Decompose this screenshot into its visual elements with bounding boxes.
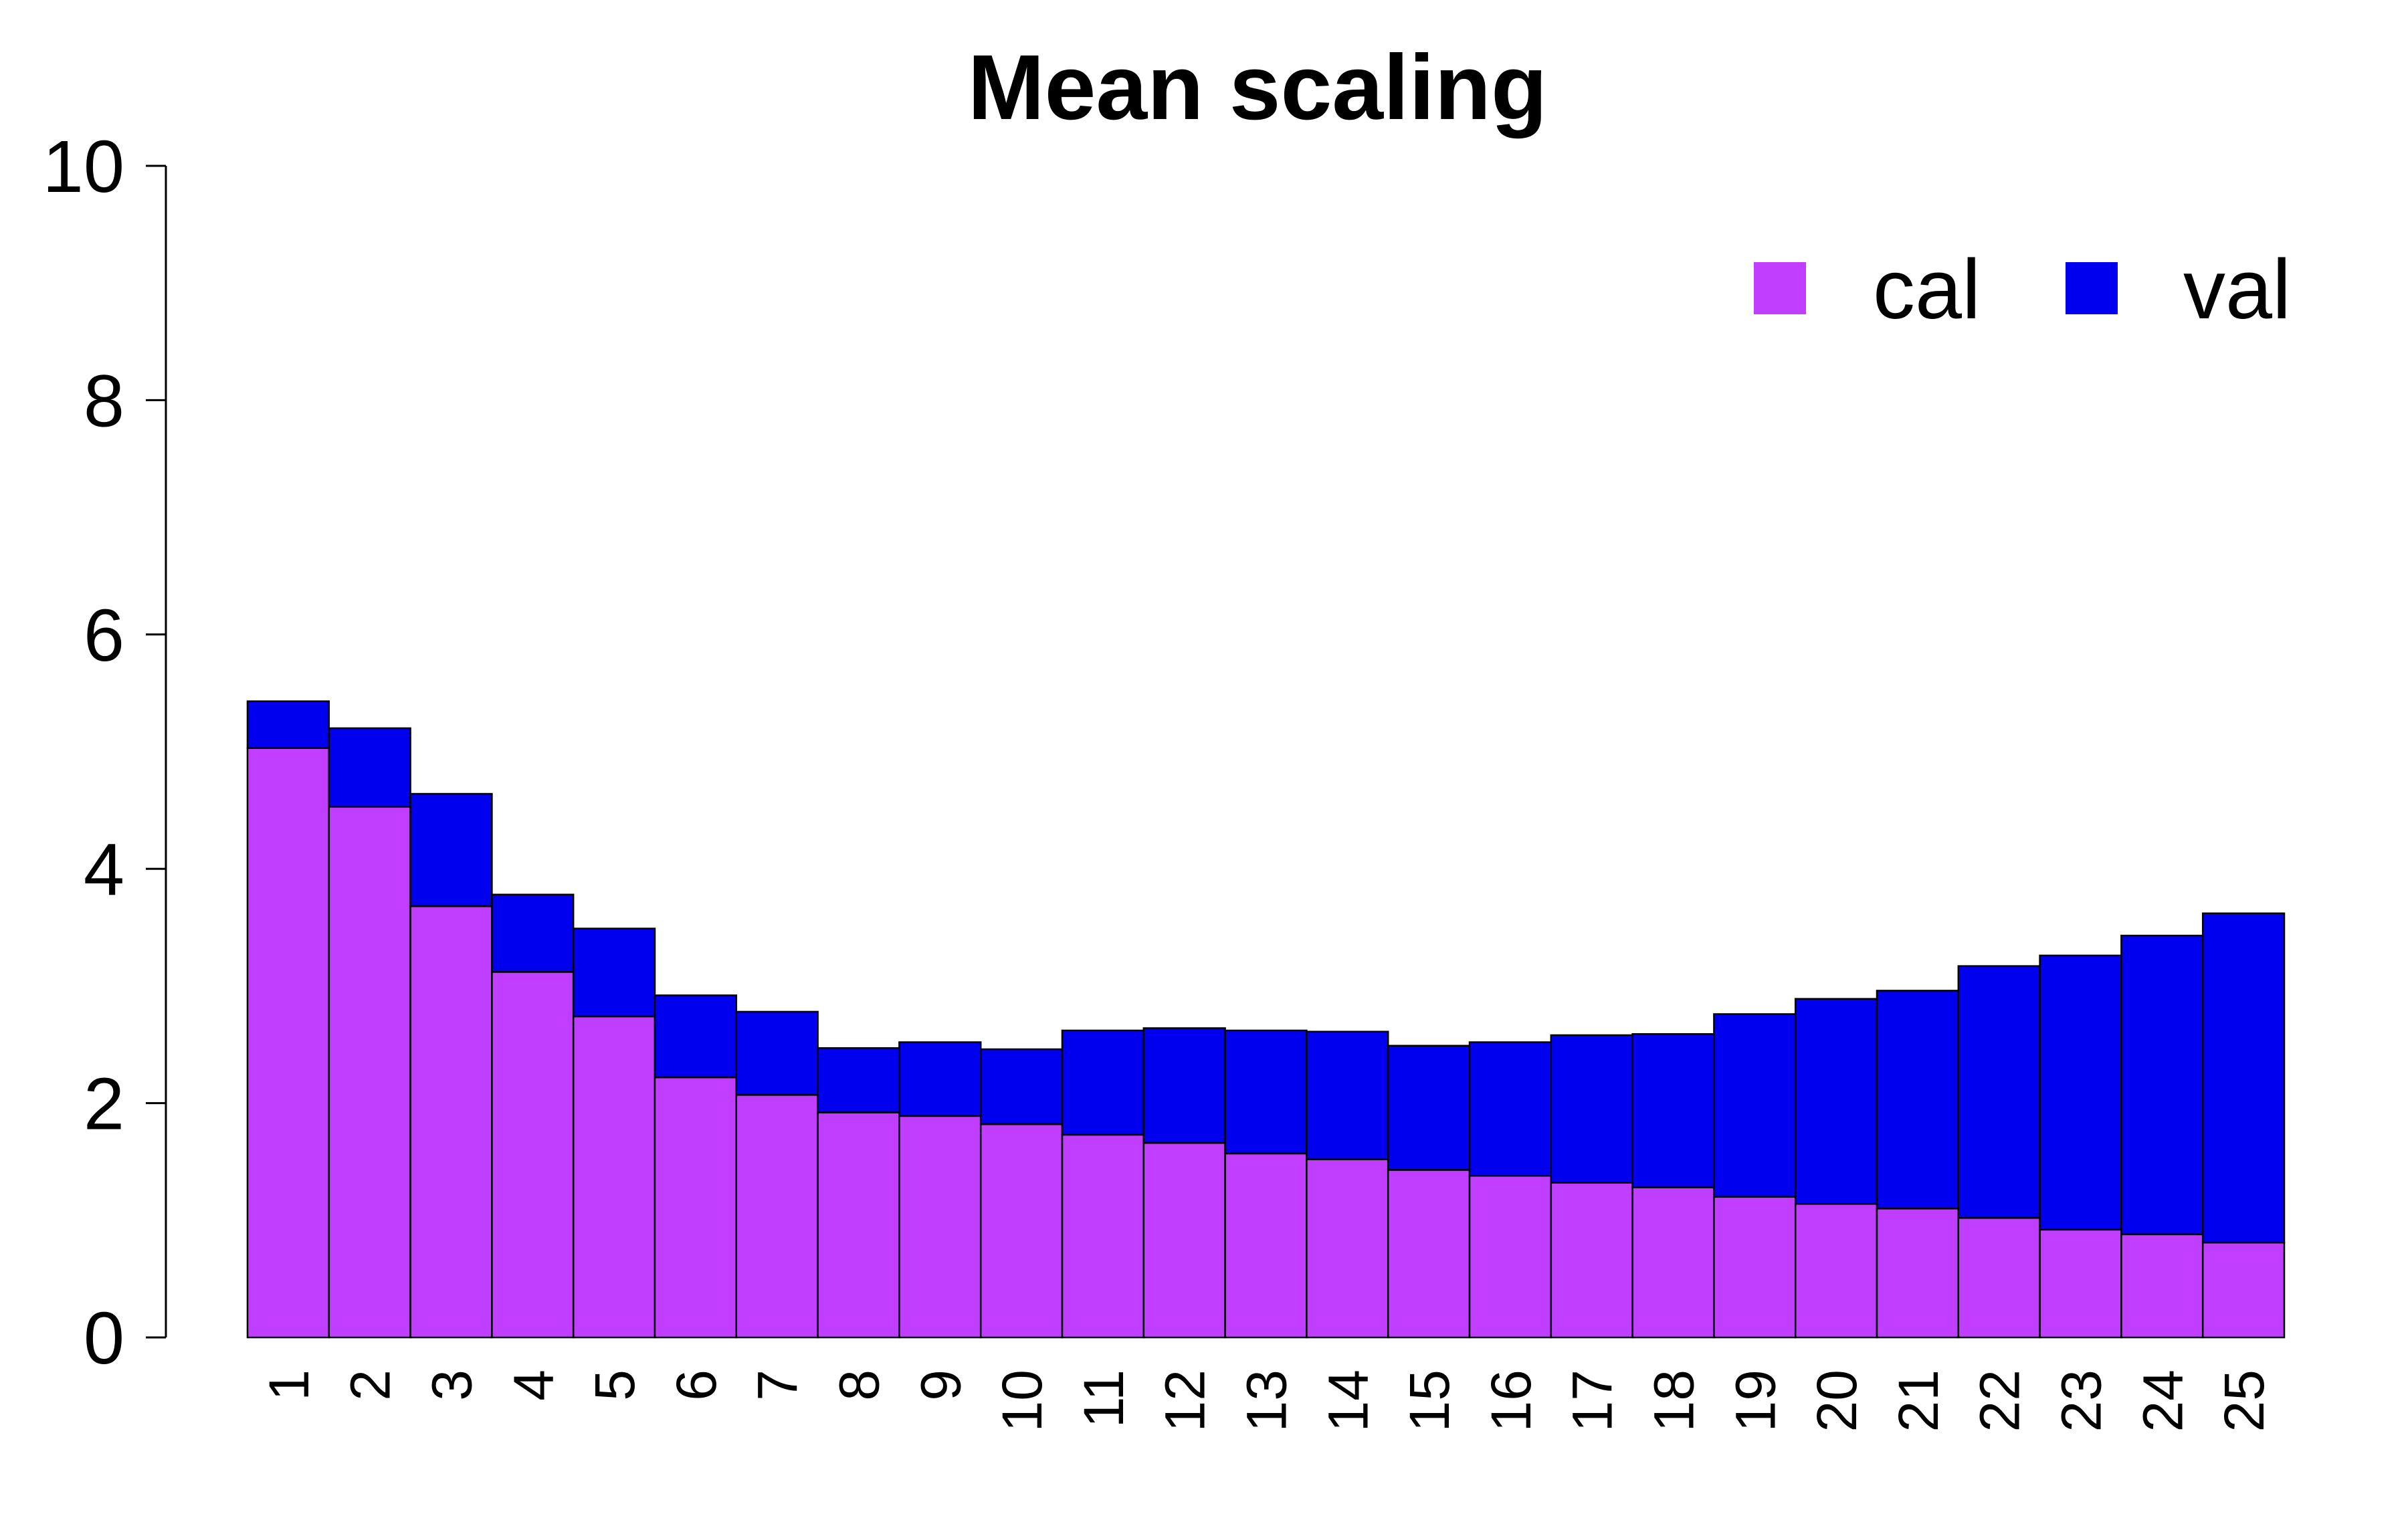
bar-cal-23 <box>2039 1228 2122 1339</box>
bar-cal-6 <box>654 1076 738 1339</box>
x-tick-label: 3 <box>421 1370 484 1401</box>
bar-cal-19 <box>1713 1196 1797 1339</box>
bar-cal-13 <box>1224 1152 1308 1339</box>
x-axis-labels: 1 2 3 4 5 6 7 8 9 10 11 12 13 14 15 16 17 18 19 20 21 22 23 24 2… <box>258 1370 2276 1432</box>
bars-group <box>246 700 2286 1339</box>
x-tick-label: 9 <box>909 1370 972 1401</box>
x-tick-label: 23 <box>2050 1370 2113 1432</box>
bar-val-25 <box>2201 912 2286 1244</box>
bar-val-6 <box>654 994 738 1079</box>
bar-val-20 <box>1794 998 1878 1205</box>
bar-cal-15 <box>1387 1169 1471 1339</box>
bar-cal-4 <box>491 971 575 1339</box>
bar-val-12 <box>1142 1027 1226 1144</box>
x-tick-label: 7 <box>746 1370 809 1401</box>
bar-val-19 <box>1713 1013 1797 1198</box>
bar-cal-14 <box>1306 1158 1389 1339</box>
bar-val-10 <box>979 1048 1064 1125</box>
x-tick-label: 19 <box>1724 1370 1787 1432</box>
bar-cal-21 <box>1876 1208 1960 1339</box>
bar-val-15 <box>1387 1045 1471 1171</box>
bar-val-22 <box>1957 965 2041 1219</box>
bar-cal-7 <box>735 1094 819 1339</box>
x-tick-label: 13 <box>1235 1370 1298 1432</box>
bar-cal-8 <box>817 1111 900 1339</box>
bar-cal-25 <box>2201 1241 2286 1339</box>
bar-val-24 <box>2120 934 2204 1236</box>
x-tick-label: 20 <box>1805 1370 1868 1432</box>
x-tick-label: 1 <box>258 1370 320 1401</box>
x-tick-label: 15 <box>1398 1370 1461 1432</box>
bar-cal-20 <box>1794 1203 1878 1339</box>
bar-cal-9 <box>898 1115 982 1339</box>
bar-val-1 <box>246 700 330 749</box>
bar-cal-3 <box>409 905 493 1339</box>
legend-label-val: val <box>2183 242 2291 336</box>
legend-swatch-cal <box>1754 262 1806 314</box>
bar-cal-11 <box>1061 1133 1145 1339</box>
y-tick-label: 2 <box>84 1063 124 1146</box>
chart-title: Mean scaling <box>968 36 1548 139</box>
y-tick-label: 10 <box>43 126 124 208</box>
y-tick-label: 8 <box>84 360 124 442</box>
bar-val-8 <box>817 1047 900 1113</box>
y-tick-label: 4 <box>84 829 124 911</box>
bar-val-21 <box>1876 990 1960 1210</box>
y-axis: 0 2 4 6 8 10 <box>43 126 167 1380</box>
bar-val-5 <box>572 928 656 1018</box>
y-tick-label: 6 <box>84 594 124 677</box>
x-tick-label: 24 <box>2131 1370 2194 1432</box>
x-tick-label: 8 <box>828 1370 891 1401</box>
bar-val-2 <box>328 727 411 808</box>
x-tick-label: 21 <box>1887 1370 1950 1432</box>
x-tick-label: 18 <box>1643 1370 1706 1432</box>
bar-cal-5 <box>572 1015 656 1339</box>
legend-swatch-val <box>2066 262 2118 314</box>
x-tick-label: 12 <box>1154 1370 1217 1432</box>
legend: cal val <box>1754 242 2291 336</box>
x-tick-label: 14 <box>1316 1370 1379 1432</box>
x-tick-label: 16 <box>1480 1370 1542 1432</box>
bar-val-4 <box>491 893 575 973</box>
x-tick-label: 4 <box>502 1370 565 1401</box>
x-tick-label: 6 <box>665 1370 728 1401</box>
x-tick-label: 11 <box>1072 1370 1135 1428</box>
x-tick-label: 2 <box>339 1370 402 1401</box>
bar-cal-1 <box>246 747 330 1339</box>
x-tick-label: 25 <box>2213 1370 2276 1432</box>
bar-cal-22 <box>1957 1217 2041 1339</box>
x-tick-label: 10 <box>991 1370 1054 1432</box>
bar-val-9 <box>898 1041 982 1117</box>
bar-cal-10 <box>979 1123 1064 1339</box>
bar-val-18 <box>1631 1032 1715 1188</box>
bar-cal-17 <box>1550 1182 1633 1339</box>
bar-val-17 <box>1550 1034 1633 1184</box>
legend-label-cal: cal <box>1873 242 1981 336</box>
x-tick-label: 17 <box>1561 1370 1624 1432</box>
bar-cal-12 <box>1142 1142 1226 1339</box>
x-tick-label: 22 <box>1969 1370 2031 1432</box>
bar-val-3 <box>409 792 493 907</box>
y-tick-label: 0 <box>84 1297 124 1380</box>
bar-val-23 <box>2039 954 2122 1231</box>
bar-val-13 <box>1224 1029 1308 1155</box>
bar-cal-24 <box>2120 1233 2204 1339</box>
bar-cal-18 <box>1631 1186 1715 1339</box>
bar-cal-16 <box>1468 1174 1552 1339</box>
x-tick-label: 5 <box>583 1370 646 1401</box>
bar-val-11 <box>1061 1029 1145 1136</box>
bar-val-7 <box>735 1010 819 1096</box>
bar-val-16 <box>1468 1041 1552 1177</box>
bar-cal-2 <box>328 806 411 1339</box>
bar-val-14 <box>1306 1030 1389 1160</box>
